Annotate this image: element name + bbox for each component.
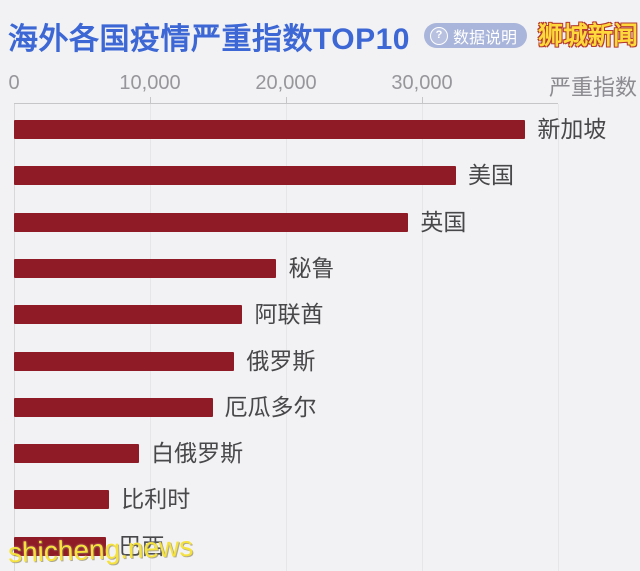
x-axis-tick-mark [422, 97, 423, 104]
x-axis-zero-line [14, 104, 15, 571]
x-axis-tick: 0 [8, 72, 20, 94]
bar-label: 新加坡 [537, 116, 607, 142]
bar-label: 巴西 [118, 532, 165, 559]
bar-label: 秘鲁 [288, 254, 335, 281]
x-axis-tick: 20,000 [255, 72, 317, 94]
site-watermark-bottom: shicheng.news [7, 530, 194, 569]
gridline [422, 104, 423, 571]
bar-label: 英国 [420, 208, 467, 235]
bar [14, 536, 107, 556]
bar [14, 397, 213, 417]
data-info-badge-label: 数据说明 [453, 29, 518, 47]
bar [14, 490, 110, 510]
x-axis-tick: 10,000 [119, 72, 181, 94]
x-axis-tick-mark [150, 97, 151, 104]
x-axis-tick-mark [286, 97, 287, 104]
x-axis-title: 严重指数 [548, 75, 637, 100]
bar [14, 166, 456, 186]
site-watermark-top: 狮城新闻 [537, 22, 638, 50]
bar [14, 444, 140, 464]
data-info-badge[interactable]: ? 数据说明 [424, 23, 528, 48]
gridline [286, 104, 287, 571]
bar-label: 美国 [468, 162, 514, 189]
bar [14, 120, 526, 139]
gridline [558, 104, 559, 571]
bar [14, 351, 235, 371]
bar [14, 258, 277, 278]
bar-label: 阿联酋 [254, 301, 324, 328]
bar-label: 厄瓜多尔 [224, 393, 317, 420]
question-icon: ? [430, 26, 448, 45]
page-title: 海外各国疫情严重指数TOP10 [8, 23, 410, 56]
x-axis-tick: 30,000 [391, 72, 453, 94]
bar [14, 305, 243, 325]
bar-label: 俄罗斯 [246, 347, 316, 374]
bar [14, 212, 409, 232]
bar-label: 比利时 [121, 486, 191, 513]
gridline [150, 104, 151, 571]
bar-label: 白俄罗斯 [151, 440, 244, 467]
